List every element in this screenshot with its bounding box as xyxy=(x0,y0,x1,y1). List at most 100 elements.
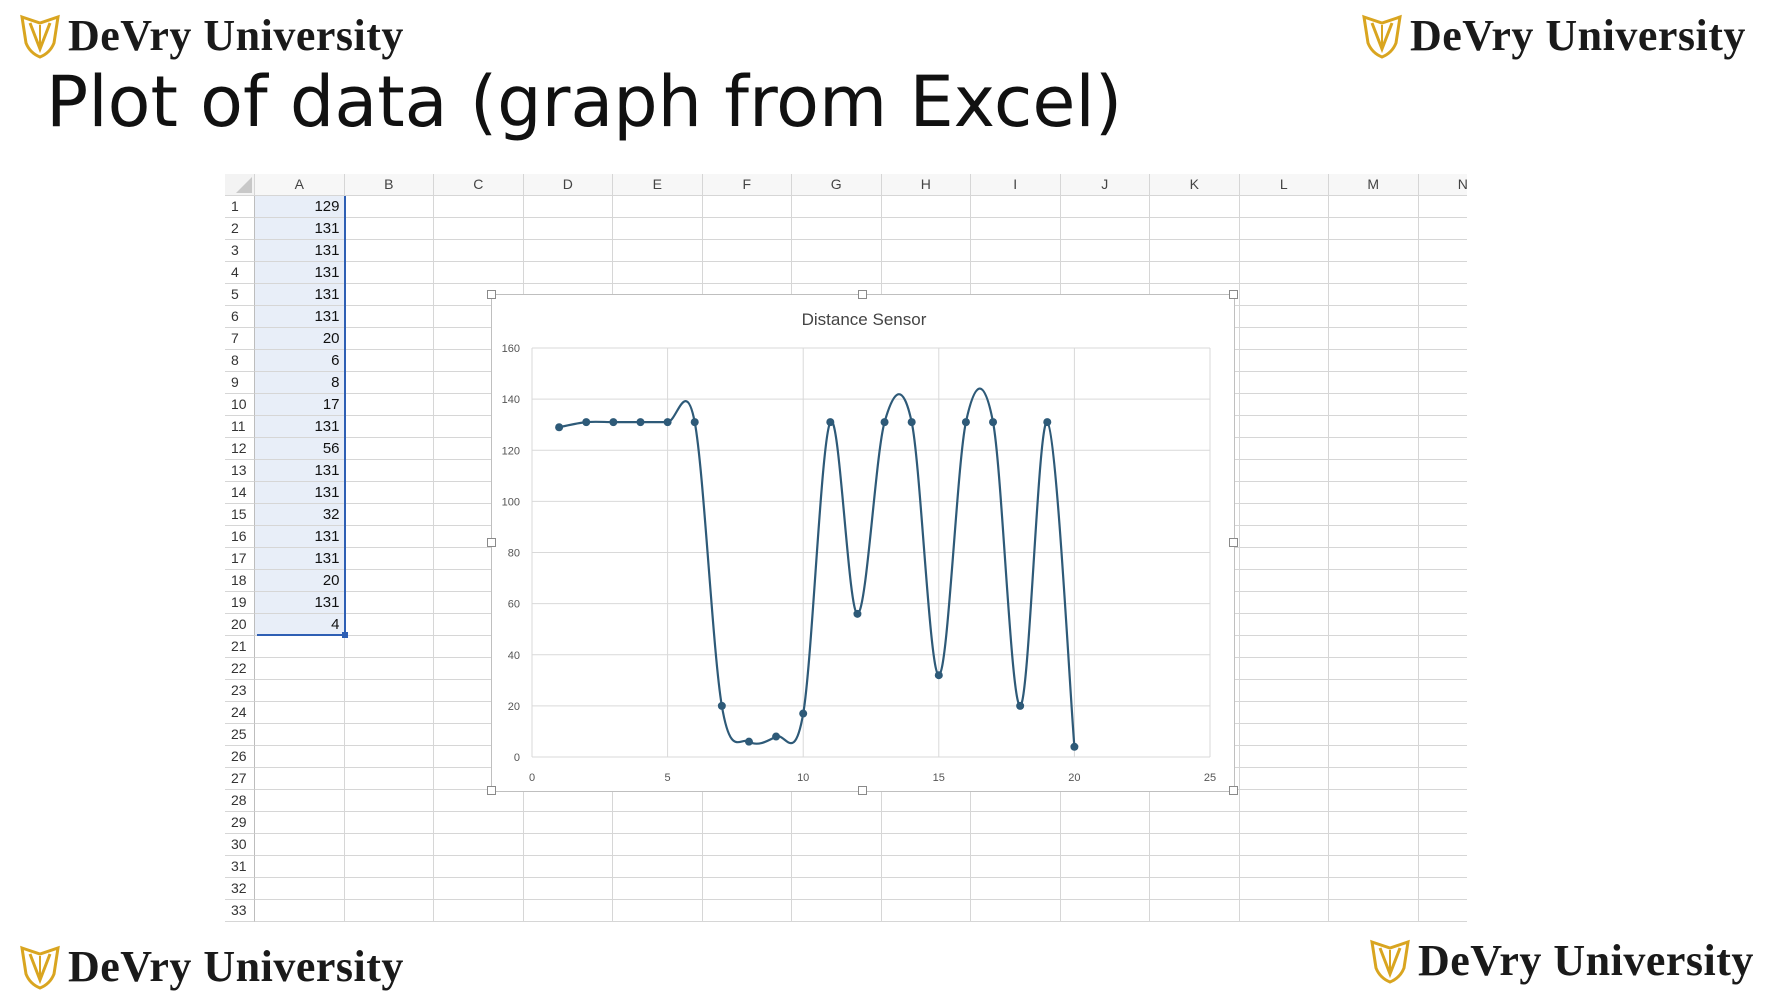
chart-object[interactable]: Distance Sensor 0 20 40 60 80 100 120 140 160 0 5 10… xyxy=(487,290,1238,795)
cell-g30[interactable] xyxy=(792,834,882,856)
cell-l13[interactable] xyxy=(1239,460,1329,482)
cell-g32[interactable] xyxy=(792,878,882,900)
cell-a17[interactable]: 131 xyxy=(255,548,345,570)
cell-l9[interactable] xyxy=(1239,372,1329,394)
cell-f33[interactable] xyxy=(702,900,792,922)
cell-f32[interactable] xyxy=(702,878,792,900)
cell-n21[interactable] xyxy=(1418,636,1467,658)
cell-m5[interactable] xyxy=(1329,284,1419,306)
cell-a5[interactable]: 131 xyxy=(255,284,345,306)
cell-n22[interactable] xyxy=(1418,658,1467,680)
cell-l29[interactable] xyxy=(1239,812,1329,834)
cell-l8[interactable] xyxy=(1239,350,1329,372)
fill-handle[interactable] xyxy=(342,632,348,638)
cell-k33[interactable] xyxy=(1150,900,1240,922)
cell-l5[interactable] xyxy=(1239,284,1329,306)
cell-m4[interactable] xyxy=(1329,262,1419,284)
cell-b19[interactable] xyxy=(344,592,434,614)
cell-n18[interactable] xyxy=(1418,570,1467,592)
row-header[interactable]: 21 xyxy=(225,636,255,658)
cell-c2[interactable] xyxy=(434,218,524,240)
cell-n4[interactable] xyxy=(1418,262,1467,284)
cell-b25[interactable] xyxy=(344,724,434,746)
row-header[interactable]: 6 xyxy=(225,306,255,328)
cell-b17[interactable] xyxy=(344,548,434,570)
cell-e2[interactable] xyxy=(613,218,703,240)
column-header-d[interactable]: D xyxy=(523,174,613,196)
cell-j30[interactable] xyxy=(1060,834,1150,856)
cell-d1[interactable] xyxy=(523,196,613,218)
cell-c1[interactable] xyxy=(434,196,524,218)
cell-c3[interactable] xyxy=(434,240,524,262)
cell-i33[interactable] xyxy=(971,900,1061,922)
cell-l32[interactable] xyxy=(1239,878,1329,900)
cell-e33[interactable] xyxy=(613,900,703,922)
cell-a11[interactable]: 131 xyxy=(255,416,345,438)
cell-a27[interactable] xyxy=(255,768,345,790)
cell-g4[interactable] xyxy=(792,262,882,284)
cell-a33[interactable] xyxy=(255,900,345,922)
cell-b26[interactable] xyxy=(344,746,434,768)
cell-l11[interactable] xyxy=(1239,416,1329,438)
cell-n16[interactable] xyxy=(1418,526,1467,548)
row-header[interactable]: 14 xyxy=(225,482,255,504)
cell-m17[interactable] xyxy=(1329,548,1419,570)
cell-g2[interactable] xyxy=(792,218,882,240)
cell-a19[interactable]: 131 xyxy=(255,592,345,614)
cell-l31[interactable] xyxy=(1239,856,1329,878)
cell-a23[interactable] xyxy=(255,680,345,702)
cell-m30[interactable] xyxy=(1329,834,1419,856)
cell-j3[interactable] xyxy=(1060,240,1150,262)
cell-n24[interactable] xyxy=(1418,702,1467,724)
cell-m2[interactable] xyxy=(1329,218,1419,240)
cell-l18[interactable] xyxy=(1239,570,1329,592)
row-header[interactable]: 20 xyxy=(225,614,255,636)
cell-b14[interactable] xyxy=(344,482,434,504)
cell-k3[interactable] xyxy=(1150,240,1240,262)
cell-m13[interactable] xyxy=(1329,460,1419,482)
cell-n5[interactable] xyxy=(1418,284,1467,306)
cell-e29[interactable] xyxy=(613,812,703,834)
cell-e28[interactable] xyxy=(613,790,703,812)
cell-m20[interactable] xyxy=(1329,614,1419,636)
row-header[interactable]: 3 xyxy=(225,240,255,262)
cell-f30[interactable] xyxy=(702,834,792,856)
cell-b12[interactable] xyxy=(344,438,434,460)
column-header-e[interactable]: E xyxy=(613,174,703,196)
cell-g33[interactable] xyxy=(792,900,882,922)
cell-d30[interactable] xyxy=(523,834,613,856)
cell-g29[interactable] xyxy=(792,812,882,834)
cell-k28[interactable] xyxy=(1150,790,1240,812)
cell-n10[interactable] xyxy=(1418,394,1467,416)
cell-m10[interactable] xyxy=(1329,394,1419,416)
cell-l15[interactable] xyxy=(1239,504,1329,526)
cell-i3[interactable] xyxy=(971,240,1061,262)
row-header[interactable]: 32 xyxy=(225,878,255,900)
chart-resize-handle[interactable] xyxy=(1229,786,1238,795)
cell-l1[interactable] xyxy=(1239,196,1329,218)
cell-b24[interactable] xyxy=(344,702,434,724)
cell-a22[interactable] xyxy=(255,658,345,680)
row-header[interactable]: 24 xyxy=(225,702,255,724)
cell-c33[interactable] xyxy=(434,900,524,922)
cell-a14[interactable]: 131 xyxy=(255,482,345,504)
cell-n19[interactable] xyxy=(1418,592,1467,614)
cell-e1[interactable] xyxy=(613,196,703,218)
cell-h32[interactable] xyxy=(881,878,971,900)
cell-f31[interactable] xyxy=(702,856,792,878)
cell-b2[interactable] xyxy=(344,218,434,240)
cell-l22[interactable] xyxy=(1239,658,1329,680)
cell-b16[interactable] xyxy=(344,526,434,548)
cell-a21[interactable] xyxy=(255,636,345,658)
cell-g28[interactable] xyxy=(792,790,882,812)
cell-l3[interactable] xyxy=(1239,240,1329,262)
cell-m21[interactable] xyxy=(1329,636,1419,658)
select-all-corner[interactable] xyxy=(225,174,255,196)
cell-c30[interactable] xyxy=(434,834,524,856)
cell-m18[interactable] xyxy=(1329,570,1419,592)
cell-m33[interactable] xyxy=(1329,900,1419,922)
cell-a13[interactable]: 131 xyxy=(255,460,345,482)
cell-i2[interactable] xyxy=(971,218,1061,240)
column-header-k[interactable]: K xyxy=(1150,174,1240,196)
cell-j29[interactable] xyxy=(1060,812,1150,834)
